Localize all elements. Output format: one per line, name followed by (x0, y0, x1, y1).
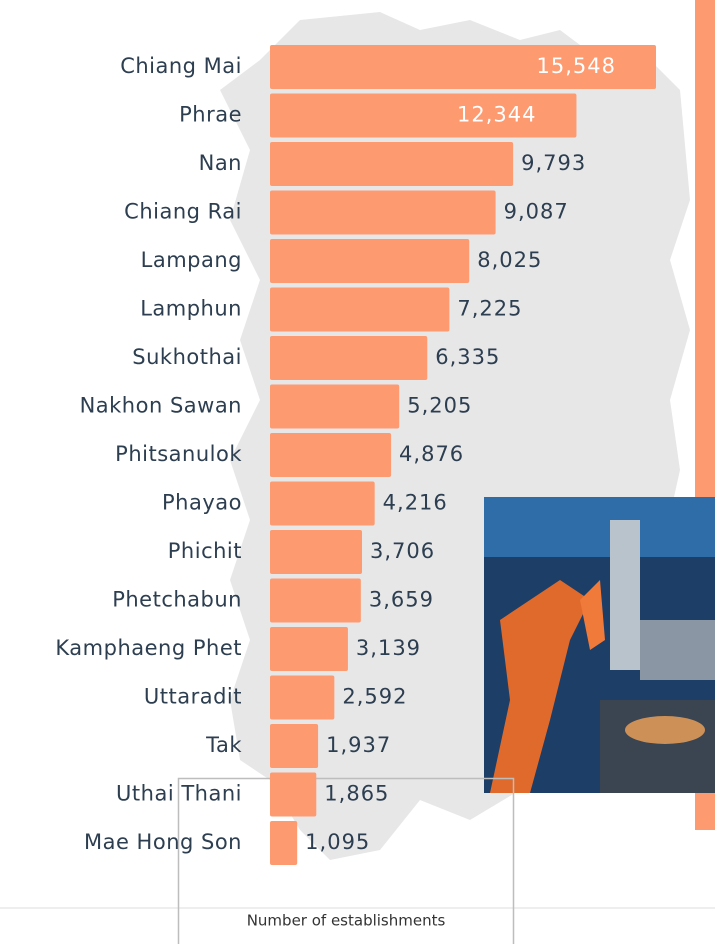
footer-box (177, 777, 515, 944)
bar (270, 821, 298, 865)
y-tick-label: Phayao (162, 491, 242, 515)
data-label: 1,865 (324, 782, 389, 806)
y-tick-label: Tak (205, 733, 242, 757)
data-label: 3,139 (356, 636, 421, 660)
x-axis-label: Number of establishments (247, 912, 446, 930)
data-label: 4,876 (399, 442, 464, 466)
y-tick-label: Nan (199, 151, 242, 175)
data-label: 12,344 (457, 103, 536, 127)
y-tick-label: Kamphaeng Phet (55, 636, 242, 660)
data-label: 3,659 (369, 588, 434, 612)
photo-robot-arm (580, 580, 605, 650)
bar (270, 675, 335, 720)
y-tick-label: Phitsanulok (115, 442, 242, 466)
bar (270, 481, 375, 526)
bar (270, 287, 450, 332)
bar (270, 190, 496, 235)
data-label: 6,335 (435, 345, 500, 369)
photo-robot (490, 580, 590, 793)
bar (270, 433, 392, 477)
data-label: 1,095 (305, 830, 370, 854)
bar (270, 142, 514, 186)
y-tick-label: Chiang Mai (120, 54, 242, 78)
data-label: 7,225 (457, 297, 522, 321)
bar (270, 772, 317, 817)
y-tick-label: Lamphun (140, 297, 242, 321)
data-label: 8,025 (477, 248, 542, 272)
data-label: 1,937 (326, 733, 391, 757)
bar (270, 384, 400, 429)
y-tick-label: Mae Hong Son (84, 830, 242, 854)
photo-sparks (625, 716, 705, 744)
data-label: 2,592 (342, 685, 407, 709)
y-tick-label: Nakhon Sawan (80, 394, 242, 418)
data-label: 4,216 (383, 491, 448, 515)
bar (270, 627, 348, 671)
y-tick-label: Chiang Rai (124, 200, 242, 224)
y-tick-label: Phrae (179, 103, 242, 127)
bar (270, 336, 428, 380)
bar (270, 724, 319, 768)
data-label: 3,706 (370, 539, 435, 563)
photo (484, 497, 715, 793)
bar (270, 93, 577, 138)
bar (270, 239, 470, 283)
photo-machine (640, 620, 715, 680)
y-tick-label: Phetchabun (112, 588, 242, 612)
data-label: 15,548 (537, 54, 616, 78)
photo-table (600, 700, 715, 793)
y-tick-label: Lampang (141, 248, 242, 272)
y-tick-label: Uttaradit (144, 685, 242, 709)
data-label: 9,793 (521, 151, 586, 175)
photo-duct (610, 520, 640, 670)
photo-ceiling (484, 497, 715, 557)
bar (270, 530, 363, 574)
y-tick-label: Uthai Thani (116, 782, 242, 806)
y-tick-label: Sukhothai (132, 345, 242, 369)
bar (270, 578, 361, 623)
bar (270, 45, 656, 89)
data-label: 9,087 (504, 200, 569, 224)
data-label: 5,205 (407, 394, 472, 418)
y-tick-label: Phichit (168, 539, 242, 563)
